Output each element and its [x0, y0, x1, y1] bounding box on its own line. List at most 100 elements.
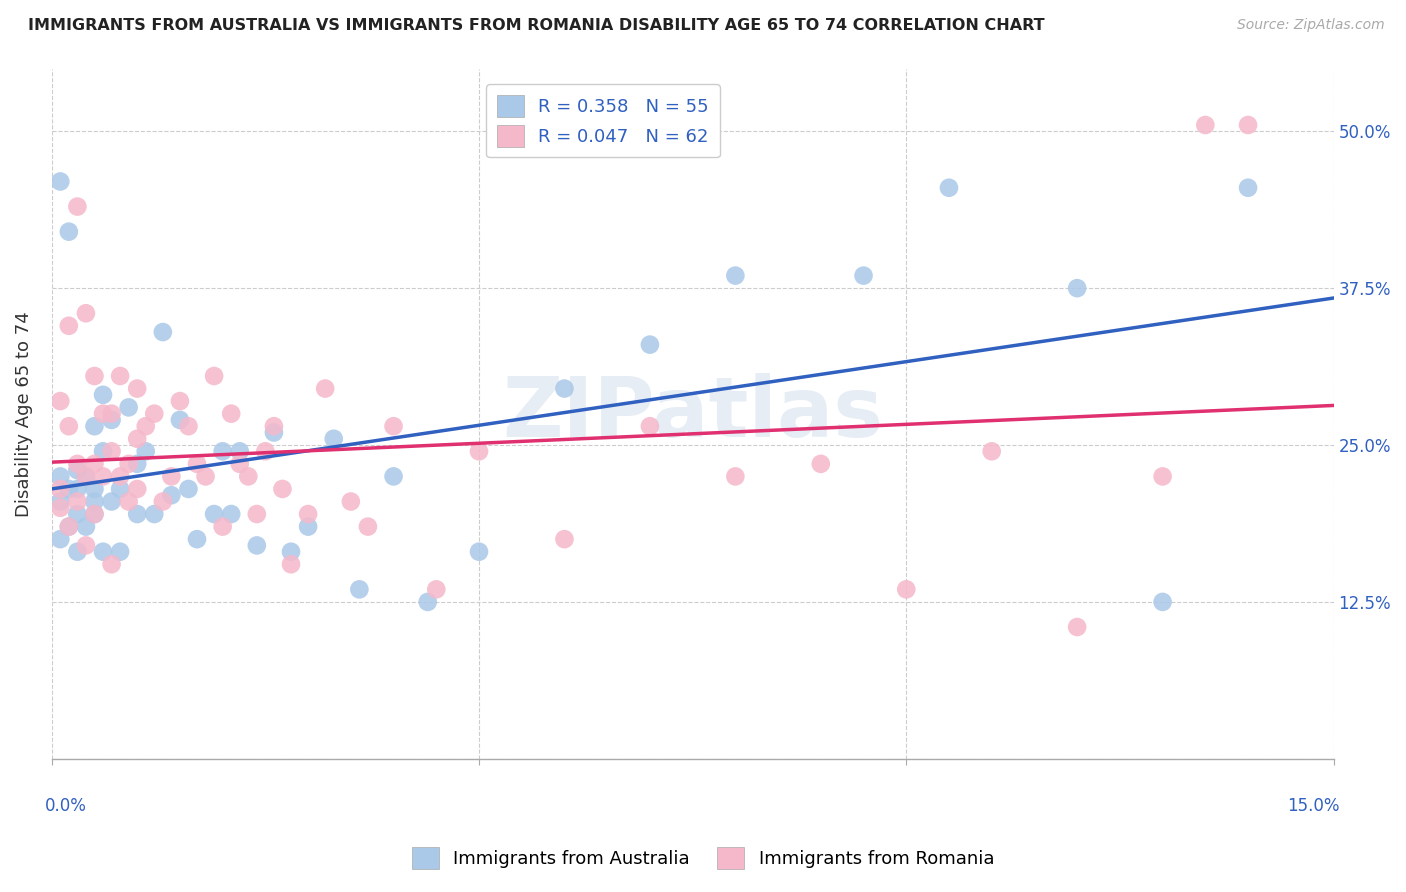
Point [100, 444, 122, 458]
Point [357, 519, 380, 533]
Point [66, 507, 89, 521]
Point [1152, 595, 1174, 609]
Point [66, 545, 89, 559]
Point [91, 407, 114, 421]
Point [219, 507, 242, 521]
Point [108, 545, 131, 559]
Text: 0.0%: 0.0% [45, 797, 87, 814]
Point [186, 457, 208, 471]
Point [118, 457, 141, 471]
Point [246, 507, 269, 521]
Point [135, 444, 157, 458]
Point [91, 388, 114, 402]
Point [160, 469, 183, 483]
Point [553, 532, 575, 546]
Point [229, 457, 252, 471]
Point [177, 419, 200, 434]
Point [100, 494, 122, 508]
Point [75, 538, 97, 552]
Point [152, 494, 174, 508]
Point [49, 482, 72, 496]
Point [100, 558, 122, 572]
Point [297, 519, 319, 533]
Point [160, 488, 183, 502]
Point [340, 494, 363, 508]
Point [66, 200, 89, 214]
Point [169, 394, 191, 409]
Point [49, 469, 72, 483]
Point [49, 494, 72, 508]
Text: Source: ZipAtlas.com: Source: ZipAtlas.com [1237, 18, 1385, 32]
Legend: R = 0.358   N = 55, R = 0.047   N = 62: R = 0.358 N = 55, R = 0.047 N = 62 [486, 85, 720, 157]
Point [66, 457, 89, 471]
Point [108, 369, 131, 384]
Point [49, 174, 72, 188]
Point [263, 419, 285, 434]
Point [83, 494, 105, 508]
Point [83, 369, 105, 384]
Point [280, 558, 302, 572]
Point [49, 532, 72, 546]
Point [58, 519, 80, 533]
Point [1066, 281, 1088, 295]
Point [638, 419, 661, 434]
Y-axis label: Disability Age 65 to 74: Disability Age 65 to 74 [15, 310, 32, 516]
Point [1152, 469, 1174, 483]
Point [127, 507, 149, 521]
Point [271, 482, 294, 496]
Point [127, 457, 149, 471]
Point [246, 538, 269, 552]
Point [238, 469, 260, 483]
Point [118, 494, 141, 508]
Point [349, 582, 371, 597]
Point [194, 469, 217, 483]
Point [468, 444, 491, 458]
Point [219, 407, 242, 421]
Point [91, 444, 114, 458]
Point [127, 382, 149, 396]
Point [229, 444, 252, 458]
Text: IMMIGRANTS FROM AUSTRALIA VS IMMIGRANTS FROM ROMANIA DISABILITY AGE 65 TO 74 COR: IMMIGRANTS FROM AUSTRALIA VS IMMIGRANTS … [28, 18, 1045, 33]
Point [100, 413, 122, 427]
Point [202, 507, 225, 521]
Point [127, 482, 149, 496]
Point [58, 318, 80, 333]
Point [1194, 118, 1216, 132]
Point [75, 519, 97, 533]
Point [49, 394, 72, 409]
Point [58, 519, 80, 533]
Point [108, 469, 131, 483]
Point [425, 582, 447, 597]
Point [1237, 180, 1260, 194]
Point [416, 595, 439, 609]
Point [896, 582, 918, 597]
Point [83, 507, 105, 521]
Point [638, 337, 661, 351]
Point [211, 519, 233, 533]
Point [91, 545, 114, 559]
Point [58, 225, 80, 239]
Point [127, 432, 149, 446]
Point [177, 482, 200, 496]
Point [66, 482, 89, 496]
Point [143, 407, 166, 421]
Point [468, 545, 491, 559]
Point [91, 469, 114, 483]
Point [254, 444, 277, 458]
Point [83, 482, 105, 496]
Point [938, 180, 960, 194]
Text: ZIPatlas: ZIPatlas [502, 373, 883, 454]
Point [75, 469, 97, 483]
Point [100, 407, 122, 421]
Point [810, 457, 832, 471]
Point [49, 500, 72, 515]
Point [75, 469, 97, 483]
Point [280, 545, 302, 559]
Point [66, 463, 89, 477]
Point [852, 268, 875, 283]
Point [118, 401, 141, 415]
Point [211, 444, 233, 458]
Point [263, 425, 285, 440]
Point [83, 457, 105, 471]
Point [1066, 620, 1088, 634]
